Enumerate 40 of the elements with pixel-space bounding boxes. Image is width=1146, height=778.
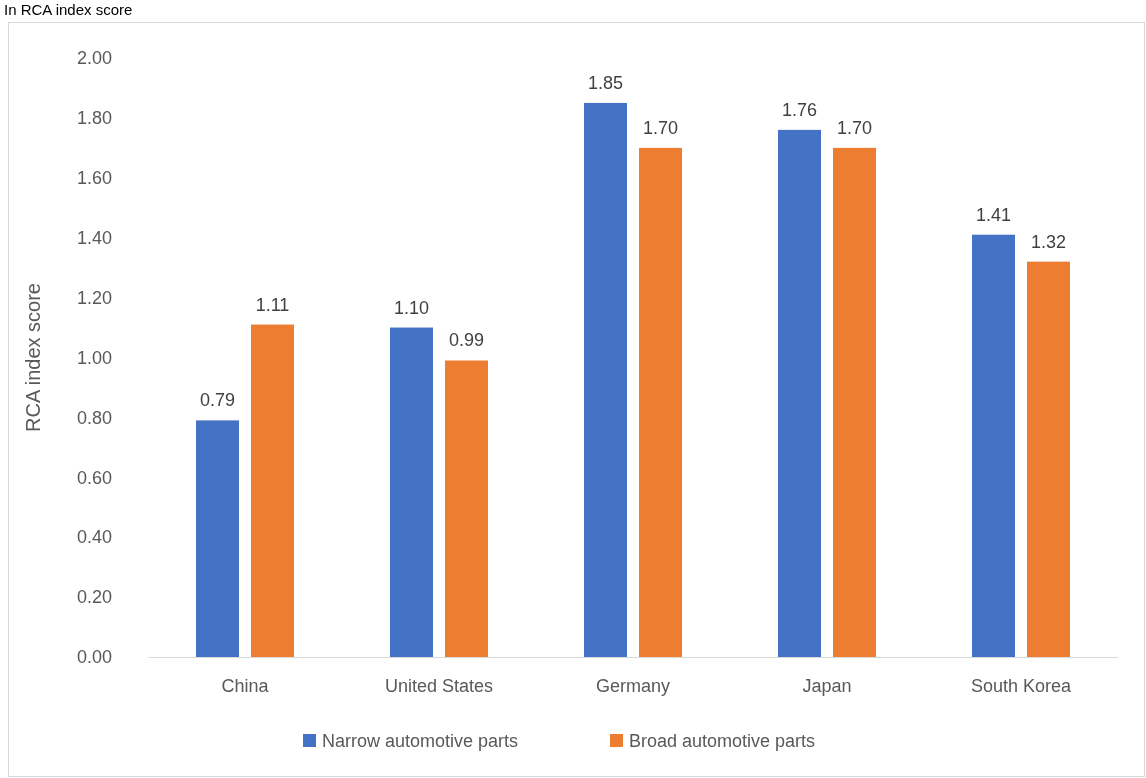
bar [584, 102, 627, 657]
x-tick-label: Germany [595, 675, 671, 696]
y-tick-label: 0.40 [76, 527, 112, 548]
y-axis-title: RCA index score [22, 283, 44, 432]
data-label: 1.85 [587, 72, 624, 93]
chart-title: In RCA index score [4, 1, 133, 18]
y-tick-label: 0.00 [76, 647, 112, 668]
data-label: 1.70 [836, 117, 873, 138]
x-tick-label: United States [384, 675, 494, 696]
bar [1027, 261, 1070, 657]
y-tick-label: 1.40 [76, 227, 112, 248]
x-tick-label: South Korea [970, 675, 1073, 696]
data-label: 1.32 [1030, 231, 1067, 252]
data-label: 1.70 [642, 117, 679, 138]
legend-label: Narrow automotive parts [322, 731, 519, 751]
bar [445, 360, 488, 657]
bar [972, 234, 1015, 657]
y-tick-label: 0.80 [76, 407, 112, 428]
y-tick-label: 1.80 [76, 108, 112, 129]
x-tick-label: Japan [802, 675, 852, 696]
legend-label: Broad automotive parts [629, 731, 816, 751]
bar [639, 147, 682, 657]
bar [390, 327, 433, 657]
bar [833, 147, 876, 657]
bar [196, 420, 239, 657]
x-tick-label: China [221, 675, 270, 696]
data-label: 0.99 [448, 330, 485, 351]
data-label: 0.79 [199, 390, 236, 411]
bar [251, 324, 294, 657]
y-tick-label: 1.00 [76, 347, 112, 368]
y-tick-label: 0.60 [76, 467, 112, 488]
y-tick-label: 0.20 [76, 587, 112, 608]
data-label: 1.10 [393, 297, 430, 318]
data-label: 1.11 [255, 294, 290, 315]
y-tick-label: 1.60 [76, 168, 112, 189]
bar [778, 129, 821, 657]
data-label: 1.76 [781, 99, 818, 120]
data-label: 1.41 [975, 204, 1012, 225]
y-tick-label: 2.00 [76, 48, 112, 69]
y-tick-label: 1.20 [76, 287, 112, 308]
